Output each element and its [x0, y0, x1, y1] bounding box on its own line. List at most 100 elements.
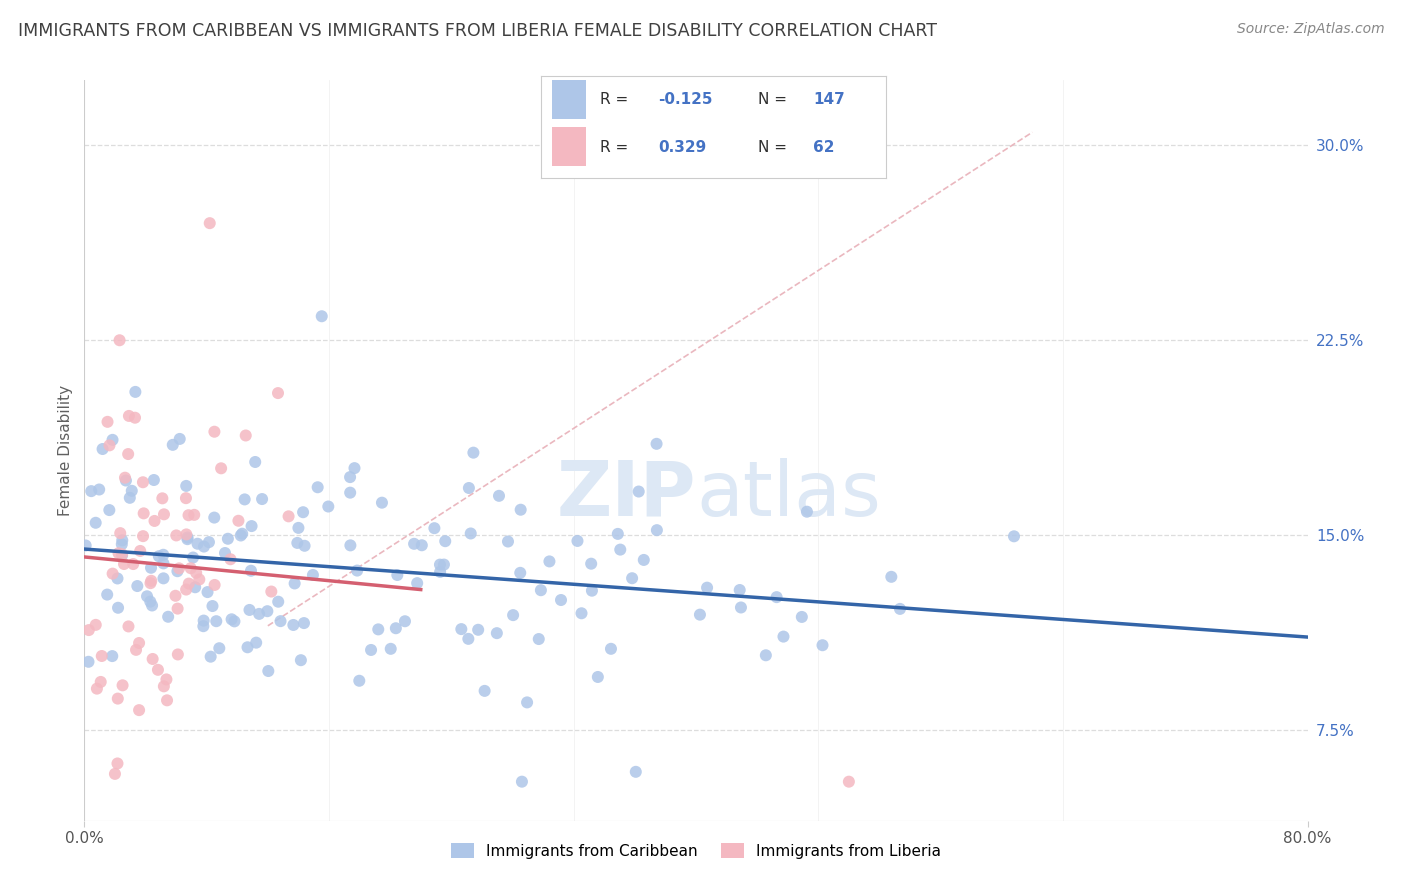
Point [1002, 529, 1025, 543]
Point [141, 574, 163, 588]
Point [696, 581, 718, 595]
Point [229, 528, 252, 542]
Point [349, 673, 371, 688]
Point [96, 588, 118, 602]
Point [880, 570, 903, 584]
Point [606, 527, 628, 541]
Text: IMMIGRANTS FROM CARIBBEAN VS IMMIGRANTS FROM LIBERIA FEMALE DISABILITY CORRELATI: IMMIGRANTS FROM CARIBBEAN VS IMMIGRANTS … [18, 22, 938, 40]
Point [450, 622, 472, 636]
Point [156, 693, 179, 707]
Point [118, 491, 141, 505]
Point [155, 673, 177, 687]
Point [169, 432, 191, 446]
Text: N =: N = [758, 92, 792, 107]
Text: Source: ZipAtlas.com: Source: ZipAtlas.com [1237, 22, 1385, 37]
Point [153, 508, 176, 522]
Point [201, 599, 224, 613]
Point [112, 557, 135, 571]
Point [200, 649, 222, 664]
Point [180, 561, 202, 575]
Point [339, 470, 361, 484]
Point [838, 774, 860, 789]
Point [270, 614, 292, 628]
Point [117, 619, 139, 633]
Point [509, 566, 531, 580]
Point [284, 576, 307, 591]
Point [235, 428, 257, 442]
Point [474, 684, 496, 698]
Point [311, 310, 333, 324]
Point [267, 595, 290, 609]
Point [204, 578, 226, 592]
Point [730, 600, 752, 615]
Text: 62: 62 [814, 140, 835, 155]
Point [302, 568, 325, 582]
Point [233, 492, 256, 507]
Point [496, 534, 519, 549]
Point [98, 503, 121, 517]
Legend: Immigrants from Caribbean, Immigrants from Liberia: Immigrants from Caribbean, Immigrants fr… [444, 837, 948, 865]
Point [343, 461, 366, 475]
Point [889, 602, 911, 616]
Point [434, 534, 457, 549]
Point [339, 538, 361, 552]
Point [645, 523, 668, 537]
Point [166, 648, 188, 662]
Point [247, 607, 270, 621]
Point [457, 481, 479, 495]
Point [128, 636, 150, 650]
Point [307, 480, 329, 494]
Point [129, 544, 152, 558]
Point [165, 528, 187, 542]
Point [111, 548, 134, 562]
Point [150, 491, 173, 506]
Point [124, 384, 146, 399]
Point [75, 539, 97, 553]
Point [245, 455, 267, 469]
Point [90, 674, 112, 689]
Text: 147: 147 [814, 92, 845, 107]
Point [186, 537, 208, 551]
Point [118, 409, 141, 423]
Point [502, 608, 524, 623]
Point [198, 535, 221, 549]
Text: 0.329: 0.329 [658, 140, 707, 155]
Point [277, 509, 299, 524]
Point [86, 681, 108, 696]
Point [176, 531, 198, 545]
Point [139, 594, 162, 608]
Text: R =: R = [600, 140, 633, 155]
Point [127, 579, 149, 593]
Point [509, 502, 531, 516]
Text: R =: R = [600, 92, 633, 107]
Point [217, 532, 239, 546]
Point [124, 410, 146, 425]
Point [460, 526, 482, 541]
Point [84, 618, 107, 632]
Point [790, 610, 813, 624]
Point [811, 638, 834, 652]
Point [162, 438, 184, 452]
Point [184, 580, 207, 594]
Point [550, 593, 572, 607]
Point [132, 529, 155, 543]
Point [165, 589, 187, 603]
Point [198, 216, 221, 230]
Point [600, 641, 623, 656]
Point [157, 609, 180, 624]
Point [385, 621, 408, 635]
Point [121, 483, 143, 498]
Point [530, 583, 553, 598]
Point [285, 536, 308, 550]
Point [174, 582, 197, 597]
Point [287, 521, 309, 535]
Point [406, 576, 429, 591]
Point [146, 663, 169, 677]
Point [108, 333, 131, 347]
Point [463, 445, 485, 459]
Point [457, 632, 479, 646]
Point [236, 640, 259, 655]
Point [209, 461, 232, 475]
Point [485, 626, 508, 640]
Text: N =: N = [758, 140, 792, 155]
